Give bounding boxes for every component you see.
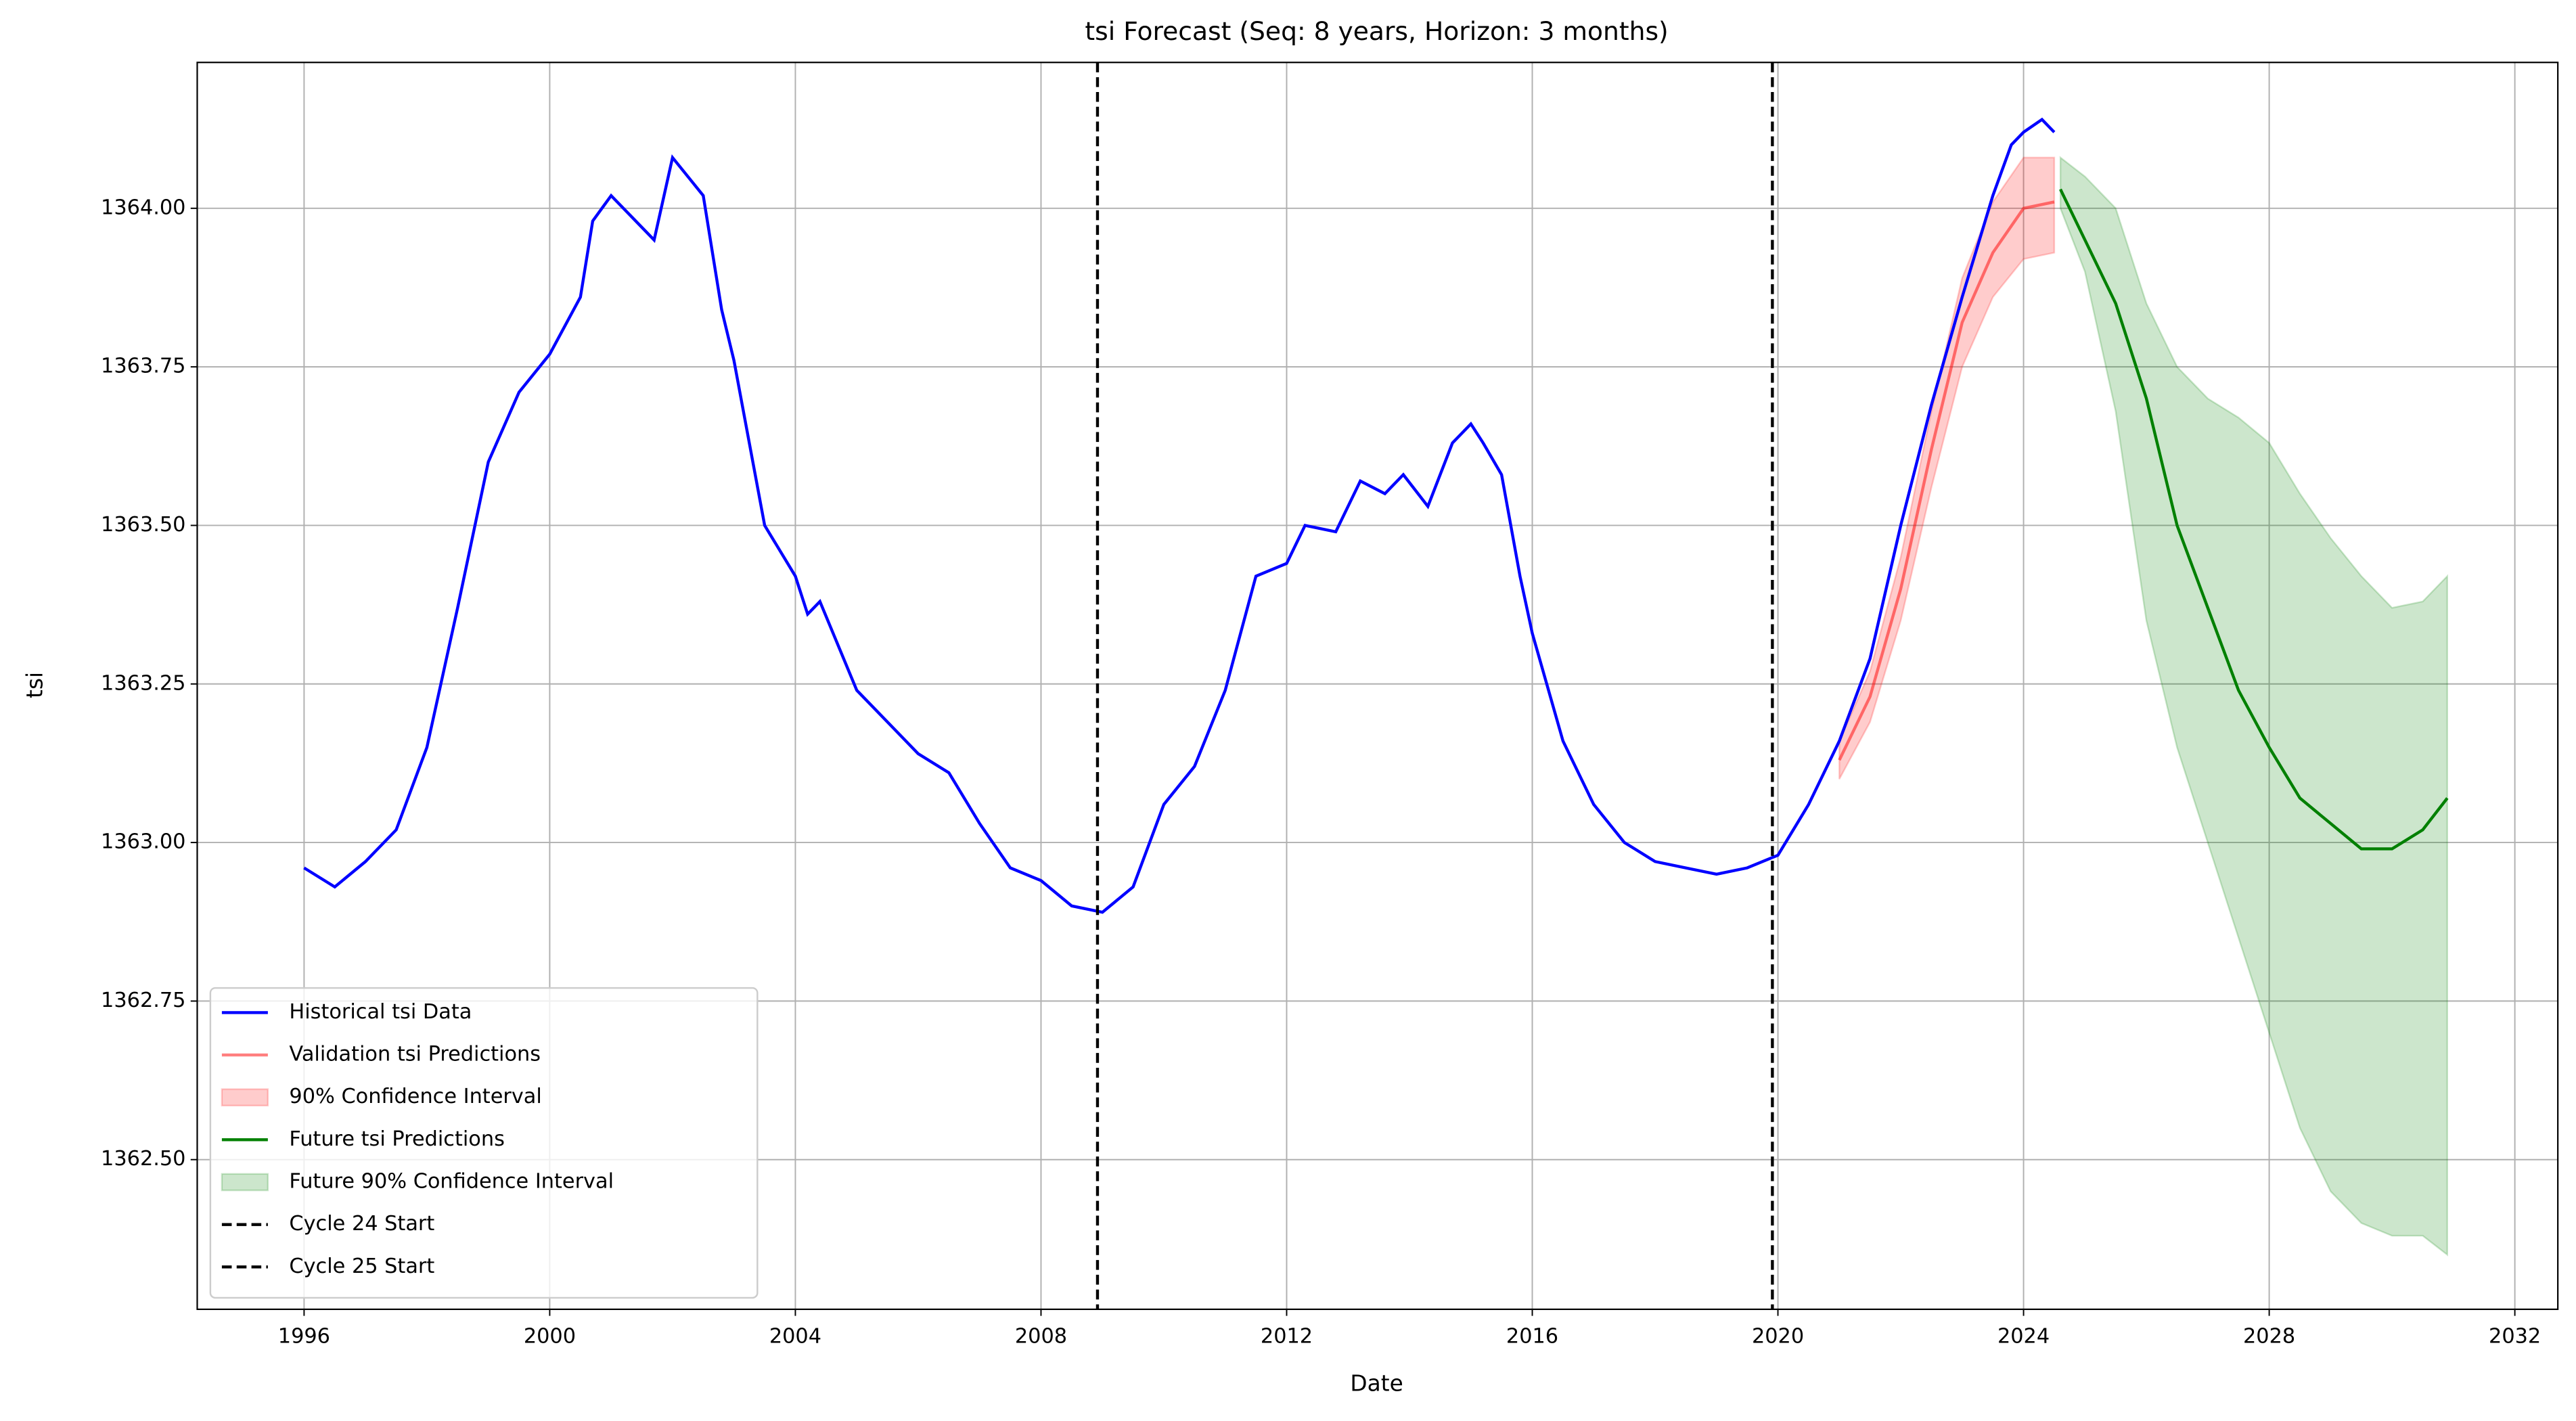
legend-label: Historical tsi Data	[289, 1000, 472, 1024]
chart-title: tsi Forecast (Seq: 8 years, Horizon: 3 m…	[1085, 16, 1668, 46]
x-tick-label: 2000	[524, 1325, 576, 1349]
x-tick-label: 2012	[1261, 1325, 1313, 1349]
legend-label: Future 90% Confidence Interval	[289, 1170, 614, 1194]
x-tick-label: 2020	[1752, 1325, 1804, 1349]
plot-frame	[196, 62, 2559, 1311]
x-tick-label: 2004	[769, 1325, 821, 1349]
legend-label: Cycle 25 Start	[289, 1255, 434, 1278]
confidence-band	[2059, 156, 2448, 1257]
y-tick-label: 1363.25	[101, 671, 185, 695]
legend-label: Cycle 24 Start	[289, 1212, 434, 1236]
legend-label: Validation tsi Predictions	[289, 1043, 541, 1066]
y-tick-label: 1362.75	[101, 989, 185, 1012]
x-tick-label: 2028	[2243, 1325, 2295, 1349]
series-line	[303, 117, 2056, 914]
y-tick-label: 1363.00	[101, 830, 185, 854]
legend-swatch	[221, 1173, 269, 1192]
y-tick-label: 1364.00	[101, 196, 185, 219]
y-tick-label: 1363.50	[101, 513, 185, 537]
x-tick-label: 2024	[1997, 1325, 2050, 1349]
series-line	[2059, 188, 2449, 851]
series-line	[1838, 200, 2055, 761]
x-axis-label: Date	[1350, 1371, 1403, 1397]
y-tick-label: 1362.50	[101, 1147, 185, 1171]
y-axis-label: tsi	[22, 672, 48, 698]
confidence-band	[1838, 156, 2056, 780]
legend-label: Future tsi Predictions	[289, 1127, 504, 1151]
x-tick-label: 1996	[278, 1325, 330, 1349]
legend-label: 90% Confidence Interval	[289, 1085, 541, 1108]
x-tick-label: 2008	[1015, 1325, 1067, 1349]
legend-box	[209, 987, 759, 1299]
x-tick-label: 2016	[1506, 1325, 1558, 1349]
y-tick-label: 1363.75	[101, 355, 185, 378]
legend: Historical tsi Data Validation tsi Predic…	[209, 987, 759, 1299]
legend-swatch	[221, 1088, 269, 1107]
x-tick-label: 2032	[2489, 1325, 2541, 1349]
